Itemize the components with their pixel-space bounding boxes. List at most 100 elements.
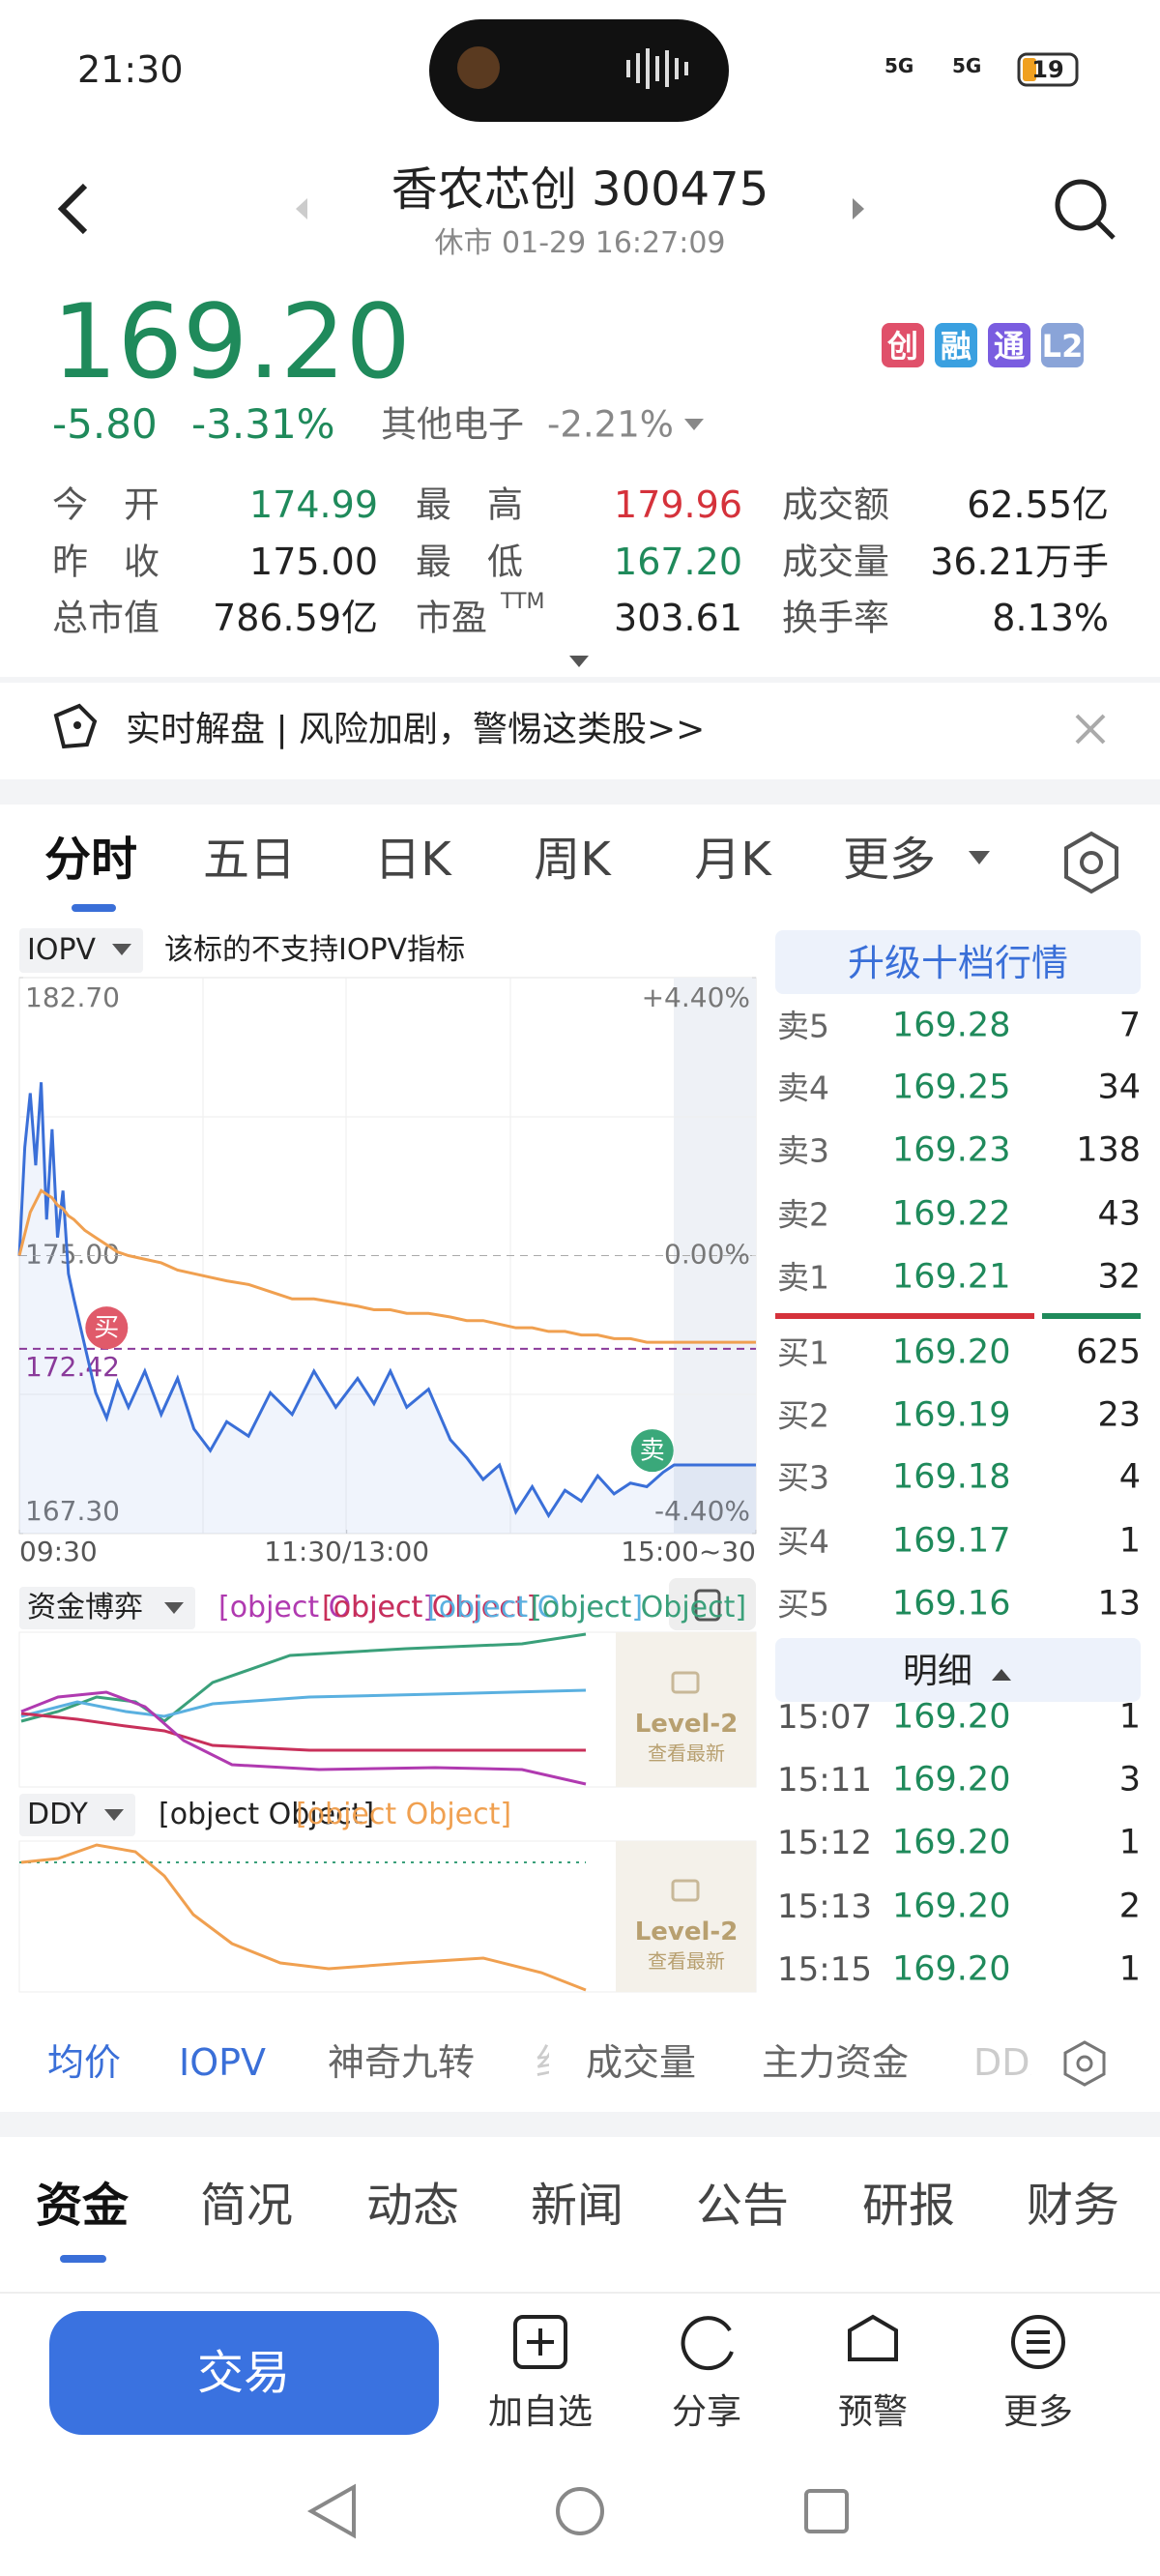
book-volume: 1 [1118, 1521, 1141, 1561]
trade-signal-label: 买 [94, 1314, 119, 1343]
large-flow-line [20, 1712, 586, 1752]
stat-label: 总市值 [52, 597, 160, 639]
info-tab[interactable]: 财务 [1026, 2179, 1120, 2233]
trade-time: 15:15 [777, 1950, 872, 1989]
trade-price: 169.20 [892, 1697, 1011, 1737]
indicator-settings[interactable] [1063, 2040, 1106, 2087]
stat-value: 36.21万手 [930, 541, 1109, 583]
period-tab[interactable]: 日K [374, 833, 451, 887]
more-icon[interactable] [1011, 2315, 1065, 2369]
nav-back[interactable] [306, 2483, 356, 2539]
stat-label-sup: TTM [501, 590, 545, 614]
sector-dropdown [684, 419, 704, 430]
camera-island [429, 19, 729, 122]
indicator-tab[interactable]: 纠 [536, 2044, 549, 2081]
badge-label[interactable]: 通 [993, 328, 1026, 365]
prev-stock[interactable] [296, 198, 307, 220]
period-tab[interactable]: 月K [694, 833, 771, 887]
super-flow-line [20, 1690, 587, 1786]
badge-label[interactable]: L2 [1041, 328, 1084, 365]
ask-bar [775, 1313, 1034, 1319]
book-level: 卖2 [777, 1195, 829, 1234]
info-tab[interactable]: 简况 [199, 2179, 294, 2233]
panel-selector-label[interactable]: DDY [27, 1798, 88, 1831]
news-banner[interactable]: 实时解盘 | 风险加剧，警惕这类股>> [126, 710, 706, 749]
upgrade-label[interactable]: 升级十档行情 [847, 942, 1069, 984]
market-status: 休市 01-29 16:27:09 [434, 226, 726, 260]
stat-label: 昨 收 [52, 541, 160, 583]
nav-home[interactable] [556, 2487, 604, 2535]
period-tab[interactable]: 更多 [842, 833, 937, 887]
average-line [17, 1188, 756, 1344]
lock-overlay[interactable] [616, 1632, 756, 1787]
settings-button[interactable] [1064, 831, 1118, 894]
sector-name[interactable]: 其他电子 [381, 403, 524, 446]
stat-label: 今 开 [52, 483, 160, 526]
panel-legend: [object Object] [296, 1798, 512, 1831]
badge-label[interactable]: 创 [886, 328, 919, 365]
lock-overlay[interactable] [616, 1841, 756, 1992]
watchlist-icon[interactable] [513, 2315, 567, 2369]
indicator-tab[interactable]: DDX [973, 2044, 1031, 2081]
indicator-tab[interactable]: 主力资金 [761, 2041, 910, 2084]
next-stock[interactable] [853, 198, 864, 220]
book-volume: 13 [1097, 1584, 1141, 1624]
trade-volume: 1 [1118, 1697, 1141, 1737]
indicator-tab[interactable]: 均价 [46, 2041, 122, 2084]
action-label[interactable]: 分享 [671, 2392, 742, 2432]
indicator-tab[interactable]: IOPV [178, 2041, 267, 2084]
info-tab[interactable]: 新闻 [530, 2179, 624, 2233]
separator [0, 2292, 1160, 2294]
book-price: 169.22 [892, 1194, 1011, 1234]
book-volume: 43 [1097, 1194, 1141, 1234]
indicator-tab[interactable]: 神奇九转 [327, 2041, 476, 2084]
book-price: 169.18 [892, 1457, 1011, 1497]
book-level: 买4 [777, 1522, 829, 1561]
medium-flow-line [20, 1688, 587, 1718]
sector-change: -2.21% [547, 403, 674, 446]
badge [935, 323, 977, 367]
iopv-selector-label[interactable]: IOPV [27, 933, 97, 967]
info-tab[interactable]: 公告 [695, 2179, 790, 2233]
back-button[interactable] [57, 183, 88, 235]
period-tab[interactable]: 分时 [44, 833, 138, 887]
trade-time: 15:07 [777, 1698, 872, 1737]
badge-label[interactable]: 融 [940, 328, 972, 365]
upgrade-button[interactable] [775, 930, 1141, 994]
close-banner[interactable] [1075, 714, 1106, 745]
info-tab[interactable]: 资金 [35, 2179, 130, 2233]
separator [0, 779, 1160, 805]
info-tab[interactable]: 动态 [365, 2179, 460, 2233]
stock-title: 香农芯创 300475 [391, 162, 769, 217]
share-icon[interactable] [681, 2316, 734, 2371]
period-tab[interactable]: 五日 [202, 833, 297, 887]
indicator-tab[interactable]: 成交量 [585, 2041, 697, 2084]
reference-label: 172.42 [25, 1351, 120, 1383]
action-label[interactable]: 预警 [837, 2392, 909, 2432]
network-indicator: 5G [952, 54, 982, 77]
stat-label: 最 高 [416, 483, 523, 526]
lock-title: Level-2 [634, 1917, 739, 1947]
action-label[interactable]: 加自选 [487, 2392, 594, 2432]
search-button[interactable] [1055, 179, 1116, 240]
x-tick-label: 09:30 [19, 1536, 98, 1567]
info-tab[interactable]: 研报 [861, 2179, 956, 2233]
trade-button-label[interactable]: 交易 [196, 2346, 291, 2400]
trade-signal-label: 卖 [640, 1437, 665, 1466]
trade-button[interactable] [49, 2311, 439, 2435]
action-label[interactable]: 更多 [1002, 2392, 1074, 2432]
period-tab[interactable]: 周K [534, 833, 611, 887]
stat-value: 174.99 [249, 483, 378, 526]
panel-selector-label[interactable]: 资金博弈 [27, 1591, 143, 1625]
stat-value: 179.96 [614, 483, 742, 526]
book-volume: 7 [1118, 1006, 1141, 1045]
expand-arrow[interactable] [569, 656, 589, 667]
rotate-button[interactable] [669, 1578, 756, 1630]
alert-icon[interactable] [848, 2314, 898, 2361]
collapse-arrow[interactable] [992, 1669, 1011, 1681]
nav-recent[interactable] [804, 2489, 849, 2533]
more-icon-lines [1027, 2330, 1050, 2354]
panel-legend: [object Object] [159, 1798, 375, 1831]
battery-level [1023, 58, 1036, 81]
